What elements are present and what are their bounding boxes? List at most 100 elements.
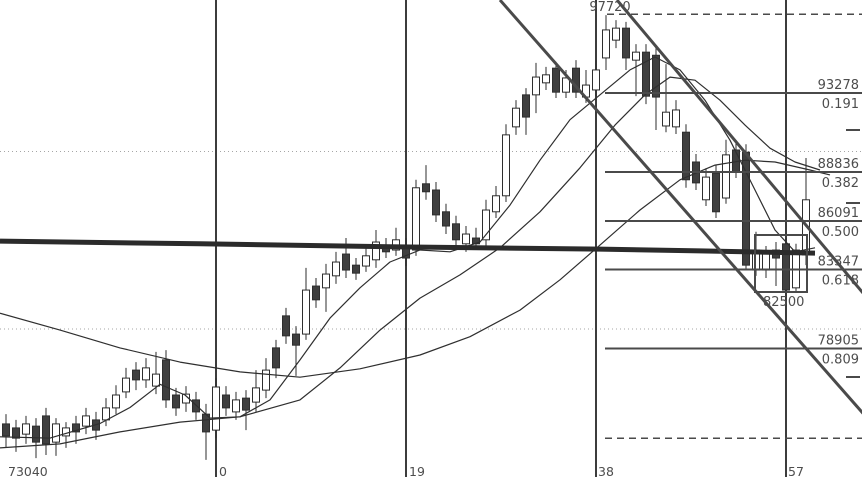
candle[interactable] <box>302 267 310 340</box>
candle-body-bearish <box>172 394 180 409</box>
fib-ratio-label: 0.809 <box>822 353 859 368</box>
candle[interactable] <box>572 60 580 98</box>
candle[interactable] <box>142 358 150 388</box>
candle[interactable] <box>532 62 540 114</box>
candle[interactable] <box>672 100 680 134</box>
ma-slow-line <box>0 159 831 378</box>
candle[interactable] <box>442 203 450 235</box>
candle-body-bearish <box>552 67 560 93</box>
candle-body-bullish <box>112 394 120 409</box>
candle[interactable] <box>602 15 610 70</box>
candle-body-bullish <box>562 77 570 93</box>
candle[interactable] <box>222 386 230 416</box>
candle[interactable] <box>132 362 140 391</box>
candle-body-bearish <box>162 359 170 401</box>
candle-body-bearish <box>782 243 790 291</box>
candle[interactable] <box>502 124 510 203</box>
candle-body-bullish <box>262 369 270 391</box>
candle[interactable] <box>282 307 290 344</box>
x-axis-label: 19 <box>409 464 425 479</box>
candle[interactable] <box>432 182 440 223</box>
x-axis-label: 0 <box>219 464 227 479</box>
candle-body-bearish <box>352 264 360 274</box>
candle[interactable] <box>552 61 560 98</box>
candle[interactable] <box>172 387 180 416</box>
candle[interactable] <box>652 47 660 130</box>
candle[interactable] <box>242 390 250 431</box>
candle[interactable] <box>662 64 670 133</box>
fib-price-label: 93278 <box>818 78 859 93</box>
candle-body-bullish <box>762 253 770 271</box>
candle[interactable] <box>2 414 10 448</box>
candle[interactable] <box>782 238 790 295</box>
candle[interactable] <box>112 385 120 415</box>
candle[interactable] <box>162 350 170 408</box>
candle-body-bullish <box>602 29 610 59</box>
candle-body-bearish <box>682 131 690 181</box>
candle[interactable] <box>412 179 420 256</box>
candle[interactable] <box>82 407 90 435</box>
candle-body-bullish <box>252 387 260 403</box>
candle[interactable] <box>492 186 500 219</box>
candle-body-bearish <box>132 369 140 381</box>
candle[interactable] <box>292 326 300 376</box>
candle[interactable] <box>52 418 60 456</box>
candle-body-bullish <box>152 373 160 387</box>
candle[interactable] <box>122 367 130 399</box>
candle[interactable] <box>542 66 550 90</box>
candle[interactable] <box>702 168 710 207</box>
trendline[interactable] <box>498 0 862 419</box>
candle-body-bullish <box>122 377 130 393</box>
candle[interactable] <box>622 21 630 70</box>
fib-price-label: 86091 <box>818 206 859 221</box>
candle-body-bullish <box>232 399 240 413</box>
x-axis-label: 73040 <box>8 464 48 479</box>
candle-body-bullish <box>212 386 220 431</box>
candle[interactable] <box>712 165 720 219</box>
candle-body-bullish <box>462 233 470 245</box>
rectangle-drawing[interactable] <box>754 233 808 293</box>
candle-body-bearish <box>742 151 750 266</box>
candle-body-bullish <box>482 209 490 241</box>
candle-body-bearish <box>712 172 720 213</box>
candle-body-bullish <box>502 134 510 197</box>
candle[interactable] <box>452 215 460 248</box>
candle[interactable] <box>212 378 220 439</box>
candle[interactable] <box>332 251 340 284</box>
fib-price-label: 88836 <box>818 157 859 172</box>
trendline[interactable] <box>615 0 862 299</box>
candle-body-bullish <box>632 51 640 61</box>
candle[interactable] <box>422 165 430 200</box>
candle-body-bearish <box>242 397 250 411</box>
candle[interactable] <box>482 199 490 247</box>
candle-body-bearish <box>422 183 430 193</box>
x-axis-label: 57 <box>788 464 804 479</box>
candle-body-bullish <box>22 423 30 435</box>
candle[interactable] <box>642 44 650 105</box>
candle-body-bullish <box>332 261 340 277</box>
candle-body-bearish <box>442 211 450 227</box>
candle-body-bearish <box>2 423 10 437</box>
candle-body-bearish <box>432 189 440 216</box>
candle[interactable] <box>232 391 240 420</box>
candle[interactable] <box>252 370 260 412</box>
candle[interactable] <box>362 247 370 272</box>
candle[interactable] <box>22 415 30 444</box>
candle[interactable] <box>42 407 50 456</box>
candle[interactable] <box>592 60 600 97</box>
candle[interactable] <box>522 88 530 135</box>
candle[interactable] <box>632 44 640 97</box>
candle[interactable] <box>322 263 330 312</box>
fib-price-label: 83347 <box>818 255 859 270</box>
candle-body-bullish <box>362 255 370 267</box>
candle-body-bullish <box>102 407 110 421</box>
candle[interactable] <box>262 358 270 399</box>
candle-body-bullish <box>302 289 310 335</box>
candle-body-bullish <box>512 107 520 128</box>
candle[interactable] <box>352 258 360 280</box>
candle[interactable] <box>612 20 620 49</box>
candle[interactable] <box>272 339 280 379</box>
candle[interactable] <box>512 100 520 135</box>
candle[interactable] <box>312 278 320 308</box>
